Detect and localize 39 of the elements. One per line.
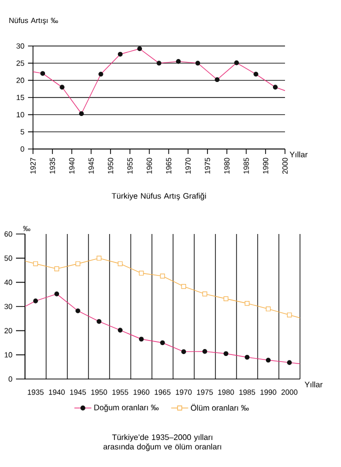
point [287, 312, 292, 318]
point [160, 340, 165, 346]
point [118, 328, 123, 333]
point [33, 261, 38, 266]
point [254, 72, 258, 77]
point [96, 319, 102, 324]
point [181, 349, 186, 354]
point [160, 274, 165, 278]
point [287, 360, 292, 365]
point [75, 308, 80, 314]
point [202, 349, 208, 354]
point [138, 270, 144, 276]
point [244, 300, 250, 306]
point [224, 351, 228, 356]
point [272, 84, 278, 90]
point [214, 77, 220, 82]
point [60, 84, 64, 90]
point [54, 292, 60, 296]
point [244, 354, 250, 360]
point [40, 71, 46, 76]
point [266, 306, 271, 312]
point [202, 292, 208, 296]
point [266, 358, 271, 363]
point [98, 72, 104, 77]
point [118, 52, 123, 57]
point [156, 60, 162, 66]
point [224, 296, 228, 302]
point [79, 111, 84, 116]
point [138, 336, 144, 342]
point [137, 46, 142, 52]
point [118, 261, 123, 266]
point [33, 298, 38, 304]
point [75, 261, 80, 266]
point [176, 59, 181, 64]
point [195, 60, 200, 66]
point [181, 284, 186, 289]
point [234, 60, 239, 66]
point [96, 256, 102, 261]
point [54, 266, 60, 272]
